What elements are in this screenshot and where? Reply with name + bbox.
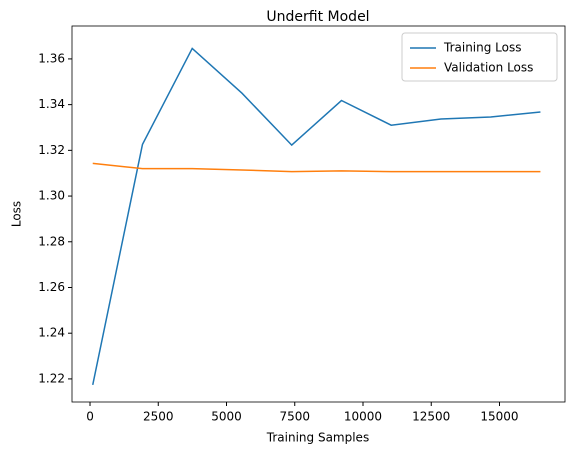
y-tick-label: 1.24 xyxy=(38,326,65,340)
y-tick-label: 1.36 xyxy=(38,51,65,65)
x-tick-label: 12500 xyxy=(412,410,450,424)
x-tick-label: 7500 xyxy=(279,410,310,424)
y-tick-label: 1.26 xyxy=(38,280,65,294)
x-axis-label: Training Samples xyxy=(266,431,369,445)
legend-label: Validation Loss xyxy=(444,61,533,75)
x-tick-label: 15000 xyxy=(480,410,518,424)
chart-title: Underfit Model xyxy=(266,9,369,25)
y-tick-label: 1.22 xyxy=(38,371,65,385)
y-tick-label: 1.34 xyxy=(38,97,65,111)
y-tick-label: 1.30 xyxy=(38,189,65,203)
legend-label: Training Loss xyxy=(443,41,521,55)
y-axis-label: Loss xyxy=(10,201,24,227)
x-tick-label: 10000 xyxy=(344,410,382,424)
y-tick-label: 1.28 xyxy=(38,234,65,248)
x-tick-label: 2500 xyxy=(143,410,174,424)
plot-frame xyxy=(71,25,566,403)
line-series xyxy=(92,162,541,173)
x-tick-label: 5000 xyxy=(211,410,242,424)
x-tick-label: 0 xyxy=(86,410,94,424)
line-series xyxy=(92,47,541,386)
y-tick-label: 1.32 xyxy=(38,143,65,157)
legend-box xyxy=(401,32,558,82)
